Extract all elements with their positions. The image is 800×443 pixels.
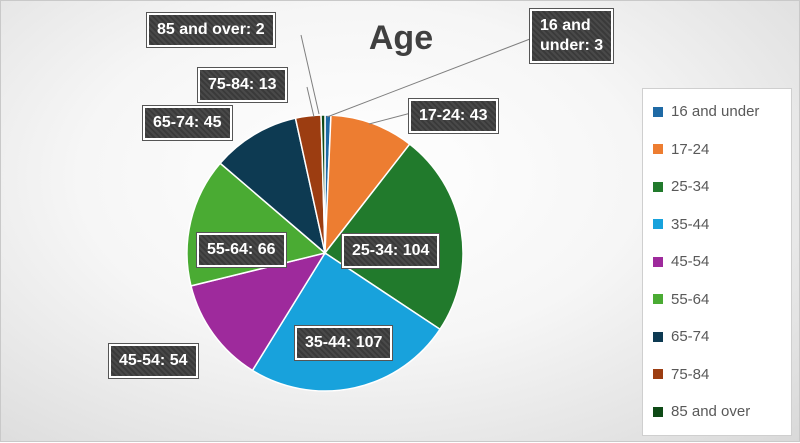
data-label-85-and-over: 85 and over: 2 <box>147 13 275 47</box>
legend-label: 85 and over <box>671 403 751 421</box>
legend: 16 and under 17-24 25-34 35-44 45-54 55-… <box>642 88 792 436</box>
legend-swatch <box>653 406 663 417</box>
legend-item-17-24: 17-24 <box>653 131 781 169</box>
legend-label: 35-44 <box>671 215 710 233</box>
data-label-25-34: 25-34: 104 <box>342 234 440 268</box>
data-label-75-84: 75-84: 13 <box>198 68 287 102</box>
legend-swatch <box>653 294 663 305</box>
legend-label: 45-54 <box>671 253 710 271</box>
legend-item-65-74: 65-74 <box>653 318 781 356</box>
data-label-55-64: 55-64: 66 <box>197 233 286 267</box>
legend-swatch <box>653 106 663 117</box>
legend-label: 25-34 <box>671 178 710 196</box>
legend-swatch <box>653 219 663 230</box>
legend-swatch <box>653 369 663 380</box>
legend-item-35-44: 35-44 <box>653 206 781 244</box>
legend-item-85-and-over: 85 and over <box>653 393 781 431</box>
legend-label: 16 and under <box>671 103 760 121</box>
data-label-45-54: 45-54: 54 <box>109 344 198 378</box>
data-label-17-24: 17-24: 43 <box>409 99 498 133</box>
chart-title: Age <box>368 19 434 57</box>
data-label-65-74: 65-74: 45 <box>143 106 232 140</box>
leader-line <box>368 112 412 125</box>
pie-slice-45-54 <box>190 251 327 372</box>
legend-swatch <box>653 331 663 342</box>
legend-item-75-84: 75-84 <box>653 356 781 394</box>
legend-label: 17-24 <box>671 140 710 158</box>
legend-label: 75-84 <box>671 365 710 383</box>
legend-item-55-64: 55-64 <box>653 281 781 319</box>
legend-swatch <box>653 181 663 192</box>
legend-label: 65-74 <box>671 328 710 346</box>
legend-swatch <box>653 144 663 155</box>
data-label-16-and-under: 16 and under: 3 <box>530 9 614 63</box>
legend-item-25-34: 25-34 <box>653 168 781 206</box>
legend-item-16-and-under: 16 and under <box>653 93 781 131</box>
pie-slice-65-74 <box>219 117 327 256</box>
leader-line <box>306 86 315 118</box>
data-label-35-44: 35-44: 107 <box>295 326 393 360</box>
legend-item-45-54: 45-54 <box>653 243 781 281</box>
pie-slice-85-and-over <box>320 114 326 254</box>
leader-line <box>300 34 320 115</box>
legend-label: 55-64 <box>671 290 710 308</box>
leader-line <box>326 38 531 118</box>
legend-swatch <box>653 256 663 267</box>
